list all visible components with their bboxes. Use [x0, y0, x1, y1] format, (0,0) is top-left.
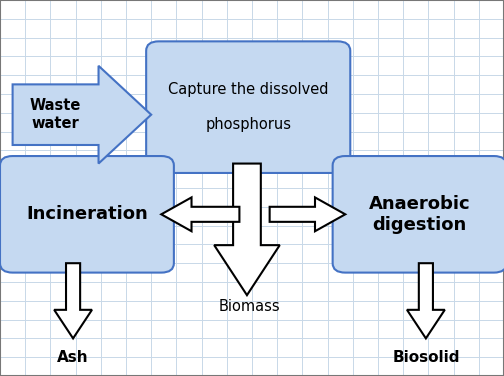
- FancyBboxPatch shape: [146, 41, 350, 173]
- Text: Incineration: Incineration: [26, 205, 148, 223]
- Polygon shape: [54, 263, 92, 338]
- Text: Biosolid: Biosolid: [392, 350, 460, 365]
- Polygon shape: [214, 164, 280, 295]
- FancyBboxPatch shape: [333, 156, 504, 273]
- Polygon shape: [13, 66, 151, 164]
- Text: Anaerobic
digestion: Anaerobic digestion: [369, 195, 470, 234]
- Text: Ash: Ash: [57, 350, 89, 365]
- Polygon shape: [407, 263, 445, 338]
- Text: Capture the dissolved

phosphorus: Capture the dissolved phosphorus: [168, 82, 329, 132]
- Polygon shape: [161, 197, 239, 231]
- Text: Biomass: Biomass: [219, 299, 280, 314]
- Text: Waste
water: Waste water: [30, 99, 81, 131]
- FancyBboxPatch shape: [0, 156, 174, 273]
- Polygon shape: [270, 197, 345, 231]
